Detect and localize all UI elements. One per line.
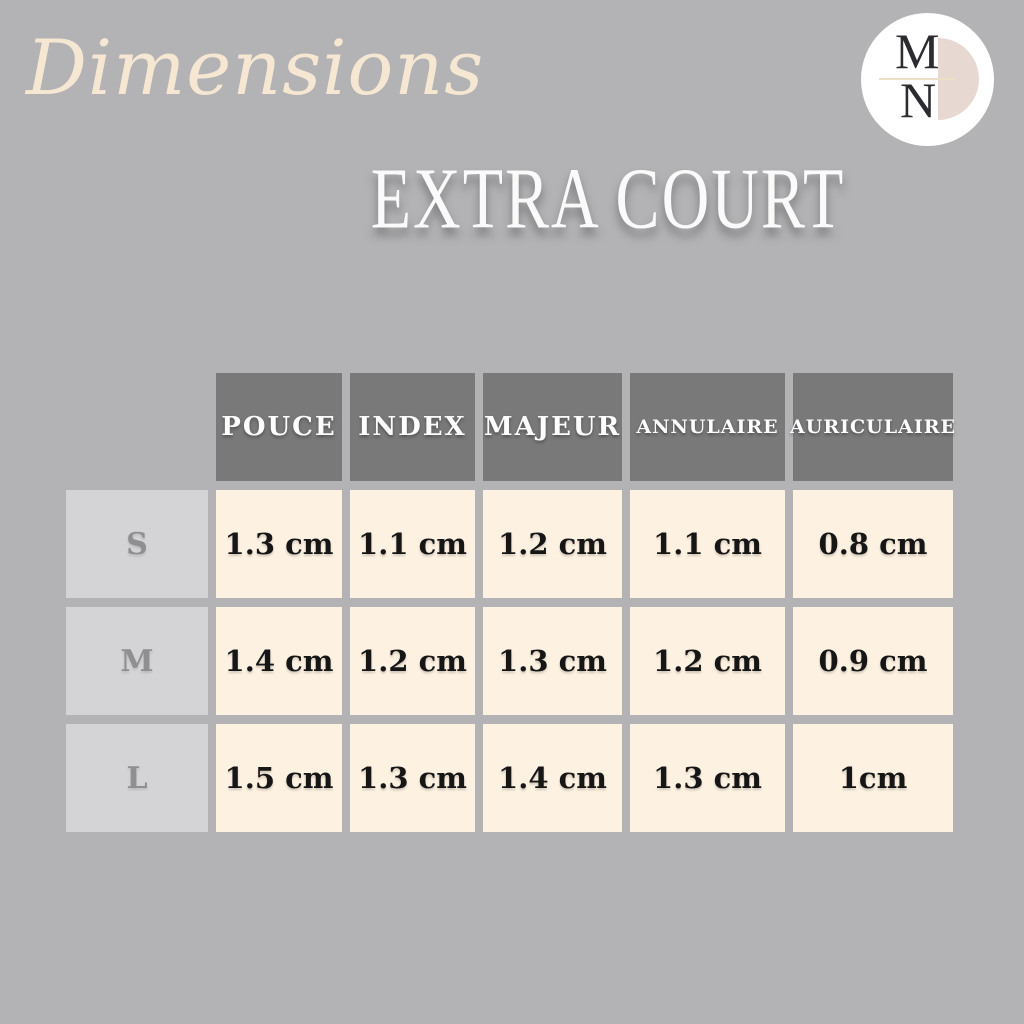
cell-m-pouce: 1.4 cm [216, 607, 342, 715]
cell-l-pouce: 1.5 cm [216, 724, 342, 832]
cell-m-auriculaire: 0.9 cm [793, 607, 953, 715]
cell-m-majeur: 1.3 cm [483, 607, 622, 715]
column-header-auriculaire: AURICULAIRE [790, 373, 955, 481]
column-header-index: INDEX [350, 373, 475, 481]
cell-m-index: 1.2 cm [350, 607, 475, 715]
row-label-m: M [66, 607, 208, 715]
cell-l-auriculaire: 1cm [793, 724, 953, 832]
cell-m-annulaire: 1.2 cm [630, 607, 785, 715]
brand-logo: M N [861, 13, 994, 146]
logo-letter-m: M [895, 23, 940, 79]
row-label-l: L [66, 724, 208, 832]
cell-s-annulaire: 1.1 cm [630, 490, 785, 598]
cell-l-annulaire: 1.3 cm [630, 724, 785, 832]
cell-s-auriculaire: 0.8 cm [793, 490, 953, 598]
brand-script-title: Dimensions [26, 23, 485, 112]
cell-s-index: 1.1 cm [350, 490, 475, 598]
cell-l-majeur: 1.4 cm [483, 724, 622, 832]
cell-l-index: 1.3 cm [350, 724, 475, 832]
row-label-s: S [66, 490, 208, 598]
logo-letter-n: N [900, 72, 937, 128]
size-table: POUCE INDEX MAJEUR ANNULAIRE AURICULAIRE… [66, 373, 955, 832]
column-header-majeur: MAJEUR [483, 373, 622, 481]
cell-s-majeur: 1.2 cm [483, 490, 622, 598]
column-header-pouce: POUCE [216, 373, 342, 481]
cell-s-pouce: 1.3 cm [216, 490, 342, 598]
logo-divider-line [879, 78, 955, 80]
table-corner-spacer [66, 373, 208, 481]
page-title: EXTRA COURT [370, 150, 846, 248]
column-header-annulaire: ANNULAIRE [630, 373, 785, 481]
